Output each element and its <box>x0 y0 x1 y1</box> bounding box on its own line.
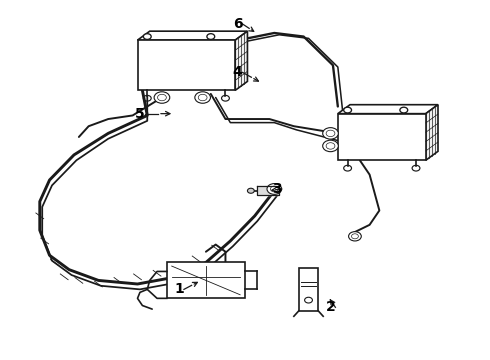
Text: 1: 1 <box>174 282 184 296</box>
Polygon shape <box>257 186 279 195</box>
Polygon shape <box>426 105 438 160</box>
Circle shape <box>144 34 151 40</box>
Polygon shape <box>338 105 438 114</box>
Text: 2: 2 <box>326 300 335 314</box>
Circle shape <box>195 92 211 103</box>
Circle shape <box>267 184 282 194</box>
Text: 3: 3 <box>272 182 282 196</box>
Circle shape <box>343 107 351 113</box>
Circle shape <box>323 140 338 152</box>
Bar <box>338 114 426 160</box>
Polygon shape <box>138 31 247 40</box>
Circle shape <box>323 128 338 139</box>
Circle shape <box>207 34 215 40</box>
Bar <box>167 262 245 298</box>
Bar <box>299 268 318 311</box>
Text: 4: 4 <box>233 66 243 80</box>
Text: 6: 6 <box>233 17 243 31</box>
Circle shape <box>247 188 254 193</box>
Polygon shape <box>235 31 247 90</box>
Text: 5: 5 <box>135 107 145 121</box>
Bar <box>138 40 235 90</box>
Circle shape <box>400 107 408 113</box>
Circle shape <box>154 92 170 103</box>
Circle shape <box>348 231 361 241</box>
